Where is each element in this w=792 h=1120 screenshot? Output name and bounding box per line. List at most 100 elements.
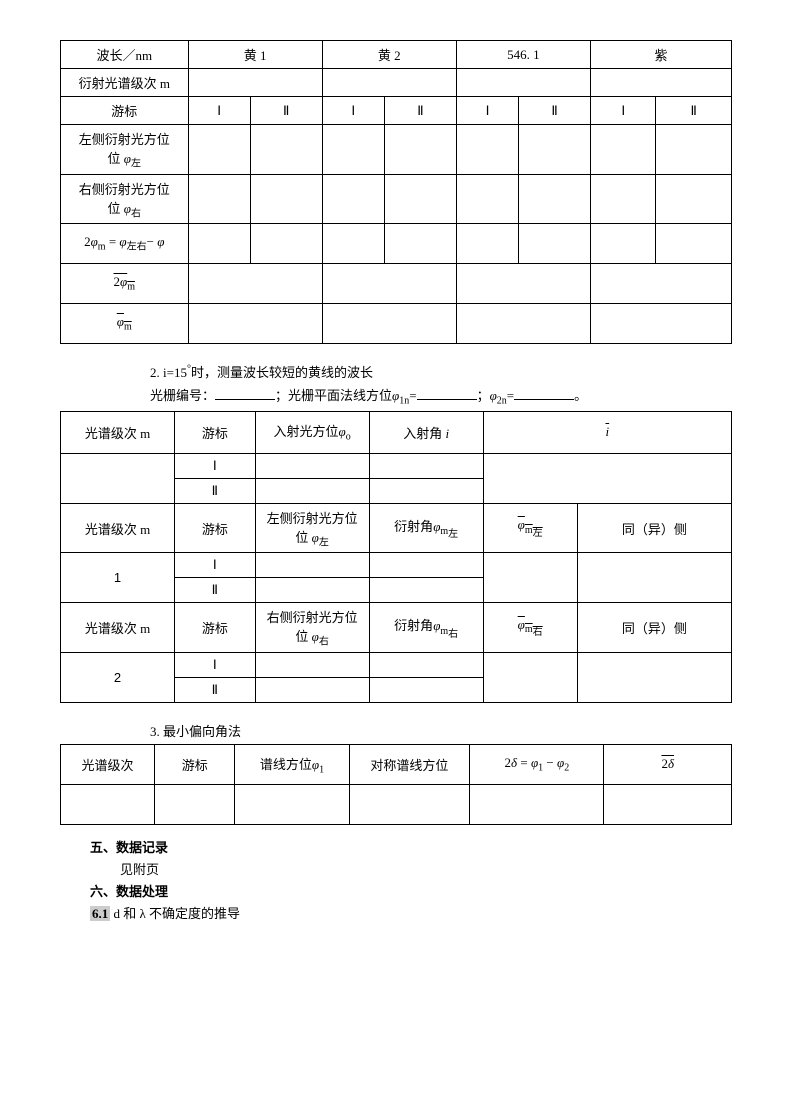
t1-purple: 紫 [591,41,732,69]
section2-params: 光栅编号：；光栅平面法线方位φ1n=；φ2n=。 [150,385,732,407]
cell: Ⅰ [591,97,656,125]
cell [255,677,369,702]
cell: Ⅰ [175,652,256,677]
cell [456,264,590,304]
cell [656,174,732,224]
cell: Ⅱ [175,578,256,603]
t2-h3: 入射光方位φo [255,411,369,453]
cell [255,478,369,503]
cell [255,652,369,677]
cell [470,784,604,824]
t2-h2c: 游标 [175,603,256,653]
t1-order: 衍射光谱级次 m [61,69,189,97]
cell [322,174,384,224]
footer-61: 6.1 d 和 λ 不确定度的推导 [90,903,732,925]
cell [591,264,732,304]
cell [519,125,591,175]
cell [349,784,470,824]
cell [250,224,322,264]
t2-right: 右侧衍射光方位位 φ右 [255,603,369,653]
cell [656,224,732,264]
table-1: 波长／nm 黄 1 黄 2 546. 1 紫 衍射光谱级次 m 游标 Ⅰ Ⅱ Ⅰ… [60,40,732,344]
t2-2: 2 [61,652,175,702]
t3-h2: 游标 [154,744,235,784]
t2-h5: i [483,411,731,453]
cell: Ⅱ [519,97,591,125]
cell [322,69,456,97]
cell: Ⅰ [175,553,256,578]
cell [577,652,731,702]
cell [385,125,457,175]
cell [456,174,518,224]
cell [255,553,369,578]
cell [591,304,732,344]
cell [250,125,322,175]
t1-right-row: 右侧衍射光方位位 φ右 [61,174,189,224]
cell [369,553,483,578]
cell [519,224,591,264]
footer-6: 六、数据处理 [90,881,732,903]
cell [483,553,577,603]
t2-bar-r: φm右 [483,603,577,653]
t3-h4: 对称谱线方位 [349,744,470,784]
cell [369,677,483,702]
t3-h1: 光谱级次 [61,744,155,784]
cell [188,125,250,175]
table-3: 光谱级次 游标 谱线方位φ1 对称谱线方位 2δ = φ1 − φ2 2δ [60,744,732,825]
cell [322,224,384,264]
t1-2phim-row: 2φm [61,264,189,304]
t2-1: 1 [61,553,175,603]
cell [322,304,456,344]
cell [188,69,322,97]
cell: Ⅰ [188,97,250,125]
t1-left-row: 左侧衍射光方位位 φ左 [61,125,189,175]
cell [483,453,731,503]
cell [235,784,349,824]
footer-5: 五、数据记录 [90,837,732,859]
cell [322,125,384,175]
t1-546: 546. 1 [456,41,590,69]
cell [385,174,457,224]
cell [369,453,483,478]
t3-h3: 谱线方位φ1 [235,744,349,784]
t2-h2: 游标 [175,411,256,453]
t2-side-l: 同（异）侧 [577,503,731,553]
cell [456,69,590,97]
t2-h2b: 游标 [175,503,256,553]
cell [456,224,518,264]
cell [188,264,322,304]
t2-left: 左侧衍射光方位位 φ左 [255,503,369,553]
cell [591,69,732,97]
cell [591,224,656,264]
t2-h1b: 光谱级次 m [61,503,175,553]
cell [369,578,483,603]
cell [456,304,590,344]
t2-h4: 入射角 i [369,411,483,453]
t1-vernier: 游标 [61,97,189,125]
cell [369,652,483,677]
section2-title: 2. i=15°时，测量波长较短的黄线的波长 [150,362,732,381]
cell [188,304,322,344]
t2-h1c: 光谱级次 m [61,603,175,653]
cell [188,174,250,224]
cell [61,453,175,503]
cell [591,174,656,224]
cell: Ⅱ [175,677,256,702]
cell [188,224,250,264]
footer-block: 五、数据记录 见附页 六、数据处理 6.1 d 和 λ 不确定度的推导 [90,837,732,925]
t1-yellow1: 黄 1 [188,41,322,69]
t1-wavelength: 波长／nm [61,41,189,69]
cell [577,553,731,603]
cell [250,174,322,224]
cell: Ⅱ [385,97,457,125]
cell: Ⅱ [175,478,256,503]
t2-h1: 光谱级次 m [61,411,175,453]
t2-diffangle-l: 衍射角φm左 [369,503,483,553]
cell [483,652,577,702]
cell [322,264,456,304]
cell [456,125,518,175]
cell [369,478,483,503]
cell: Ⅱ [250,97,322,125]
t1-yellow2: 黄 2 [322,41,456,69]
t2-bar-l: φm左 [483,503,577,553]
